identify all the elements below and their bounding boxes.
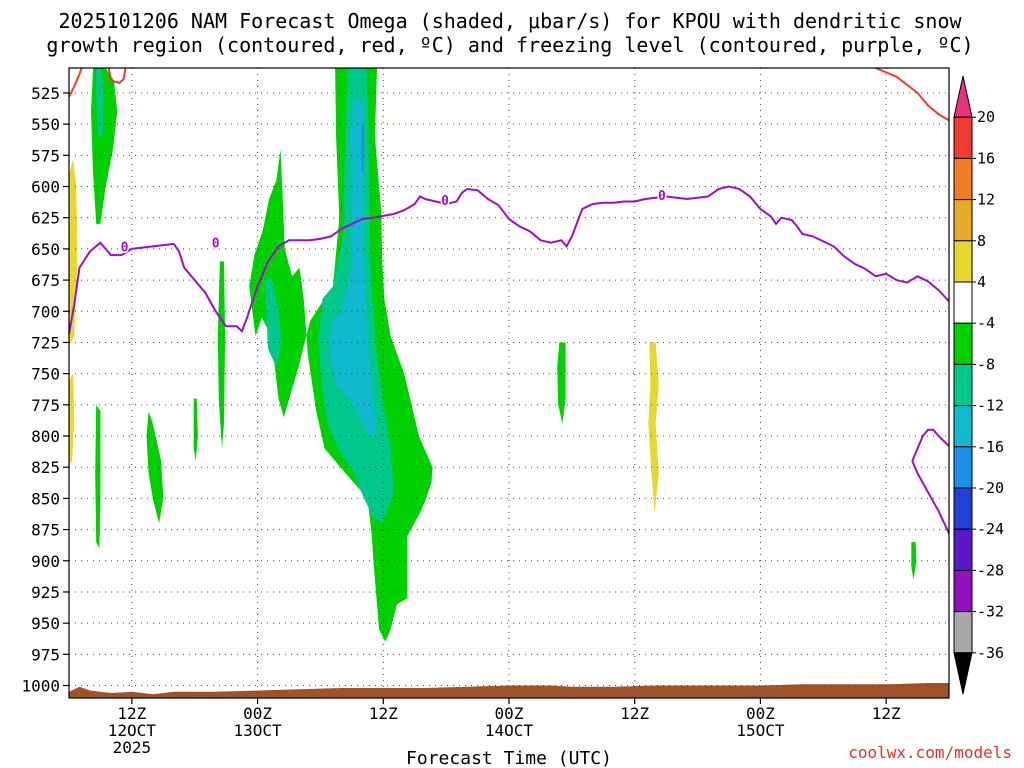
y-tick-label: 1000 bbox=[21, 677, 60, 696]
x-tick-label: 13OCT bbox=[233, 721, 282, 740]
x-tick-label: 12Z bbox=[620, 704, 649, 723]
omega-region-9 bbox=[264, 276, 282, 368]
omega-region-15 bbox=[911, 542, 917, 580]
x-tick-label: 00Z bbox=[243, 704, 272, 723]
omega-region-1 bbox=[96, 68, 104, 137]
omega-region-7 bbox=[217, 261, 226, 449]
dgz-contour-2 bbox=[875, 67, 950, 122]
omega-region-0 bbox=[91, 68, 118, 224]
colorbar-swatch bbox=[953, 446, 973, 489]
y-tick-label: 850 bbox=[31, 489, 60, 508]
y-tick-label: 925 bbox=[31, 583, 60, 602]
colorbar-label: -36 bbox=[977, 644, 1004, 662]
x-tick-label: 00Z bbox=[495, 704, 524, 723]
colorbar-label: 20 bbox=[977, 108, 995, 126]
omega-region-11 bbox=[329, 99, 377, 436]
y-tick-label: 650 bbox=[31, 240, 60, 259]
colorbar-swatch bbox=[953, 363, 973, 407]
y-tick-label: 550 bbox=[31, 115, 60, 134]
y-tick-label: 675 bbox=[31, 271, 60, 290]
y-tick-label: 600 bbox=[31, 178, 60, 197]
freezing-level-label: 0 bbox=[658, 189, 666, 204]
colorbar-label: 16 bbox=[977, 149, 995, 167]
chart-title-line2: growth region (contoured, red, ºC) and f… bbox=[46, 33, 973, 57]
colorbar-label: -24 bbox=[977, 520, 1004, 538]
colorbar-label: 8 bbox=[977, 232, 986, 250]
x-tick-label: 12Z bbox=[872, 704, 901, 723]
colorbar-swatch bbox=[953, 199, 973, 242]
terrain-fill bbox=[69, 683, 949, 698]
colorbar-label: -20 bbox=[977, 479, 1004, 497]
x-tick-label: 12OCT bbox=[108, 721, 157, 740]
y-tick-label: 525 bbox=[31, 84, 60, 103]
freezing-level-label: 0 bbox=[212, 237, 220, 252]
x-tick-label: 14OCT bbox=[485, 721, 534, 740]
colorbar-label: -4 bbox=[977, 314, 995, 332]
x-axis-title: Forecast Time (UTC) bbox=[406, 748, 612, 768]
omega-region-5 bbox=[146, 411, 164, 524]
colorbar-swatch bbox=[953, 116, 973, 159]
colorbar: 20 16 12 8 4 -4 -8 -12 -16 -20 -24 -28 -32 -36 bbox=[953, 75, 1004, 695]
y-tick-label: 875 bbox=[31, 521, 60, 540]
omega-region-2 bbox=[69, 159, 78, 347]
omega-region-3 bbox=[69, 373, 75, 468]
colorbar-swatch bbox=[953, 281, 973, 324]
y-tick-label: 800 bbox=[31, 427, 60, 446]
freezing-level-line bbox=[68, 185, 950, 334]
colorbar-label: -8 bbox=[977, 355, 995, 373]
gridlines bbox=[69, 68, 949, 698]
y-tick-label: 975 bbox=[31, 645, 60, 664]
colorbar-bottom-arrow bbox=[953, 652, 973, 695]
y-tick-label: 900 bbox=[31, 552, 60, 571]
colorbar-label: -16 bbox=[977, 438, 1004, 456]
freezing-level-lower-a bbox=[911, 428, 950, 462]
colorbar-swatch bbox=[953, 611, 973, 654]
freezing-level-label: 0 bbox=[121, 240, 129, 255]
omega-region-14 bbox=[648, 342, 659, 514]
colorbar-label: 12 bbox=[977, 191, 995, 209]
y-tick-label: 750 bbox=[31, 365, 60, 384]
omega-region-12 bbox=[361, 124, 365, 174]
omega-region-13 bbox=[557, 342, 566, 424]
colorbar-label: -28 bbox=[977, 561, 1004, 579]
chart-title-line1: 2025101206 NAM Forecast Omega (shaded, μ… bbox=[58, 9, 962, 33]
freezing-level-lower-b bbox=[911, 460, 950, 534]
colorbar-swatch bbox=[953, 569, 973, 613]
colorbar-swatch bbox=[953, 322, 973, 365]
y-tick-label: 825 bbox=[31, 458, 60, 477]
colorbar-swatch bbox=[953, 240, 973, 283]
contours: 0 0 0 0 bbox=[68, 67, 950, 534]
dgz-contour-1 bbox=[107, 67, 127, 85]
x-tick-label: 15OCT bbox=[736, 721, 785, 740]
colorbar-swatch bbox=[953, 528, 973, 571]
y-tick-label: 625 bbox=[31, 209, 60, 228]
colorbar-swatch bbox=[953, 405, 973, 448]
y-tick-label: 950 bbox=[31, 614, 60, 633]
plot-frame bbox=[68, 67, 950, 699]
colorbar-swatch bbox=[953, 487, 973, 530]
x-tick-label: 12Z bbox=[369, 704, 398, 723]
omega-region-4 bbox=[95, 404, 101, 549]
omega-region-6 bbox=[193, 398, 198, 461]
dgz-contour-0 bbox=[68, 67, 83, 98]
x-tick-label: 00Z bbox=[746, 704, 775, 723]
y-tick-label: 700 bbox=[31, 302, 60, 321]
freezing-level-label: 0 bbox=[441, 194, 449, 209]
y-tick-label: 725 bbox=[31, 333, 60, 352]
omega-shading bbox=[69, 68, 917, 642]
x-tick-label: 2025 bbox=[113, 738, 152, 757]
y-tick-label: 575 bbox=[31, 146, 60, 165]
colorbar-label: -32 bbox=[977, 603, 1004, 621]
colorbar-swatch bbox=[953, 157, 973, 201]
x-tick-label: 12Z bbox=[117, 704, 146, 723]
colorbar-label: 4 bbox=[977, 273, 986, 291]
credit-text: coolwx.com/models bbox=[848, 743, 1012, 762]
y-tick-label: 775 bbox=[31, 396, 60, 415]
terrain-surface bbox=[69, 683, 949, 698]
colorbar-top-arrow bbox=[953, 75, 973, 118]
colorbar-label: -12 bbox=[977, 397, 1004, 415]
y-axis: 525 550 575 600 625 650 675 700 725 750 775 800 825 8… bbox=[21, 84, 69, 696]
